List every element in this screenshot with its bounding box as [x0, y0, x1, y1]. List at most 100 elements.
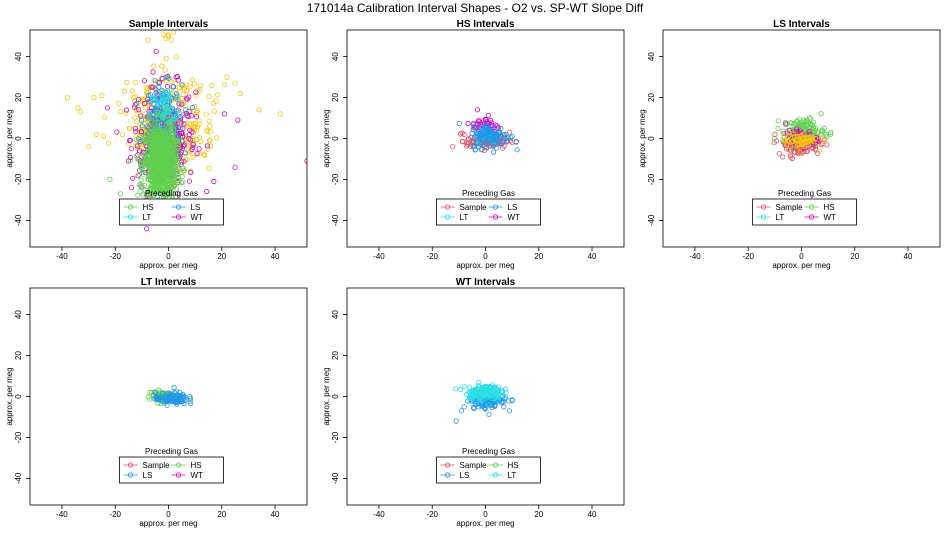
legend-entry: HS [824, 203, 835, 212]
data-point [170, 143, 177, 149]
data-point [161, 153, 167, 159]
y-tick-label: -40 [331, 472, 340, 484]
data-point [189, 77, 195, 83]
data-point [807, 115, 813, 121]
data-point [480, 397, 486, 403]
data-point [499, 141, 505, 147]
data-point [458, 408, 465, 414]
legend-entry: Sample [776, 203, 804, 212]
data-point [483, 117, 489, 123]
data-point [186, 178, 192, 184]
data-point [211, 178, 217, 185]
data-point [173, 95, 179, 101]
legend-entry: HS [143, 203, 154, 212]
data-point [815, 129, 821, 135]
data-point [485, 392, 491, 398]
y-axis-label: approx. per meg [5, 367, 14, 425]
data-point [137, 188, 143, 194]
legend-swatch-point [444, 214, 451, 220]
data-point [166, 166, 172, 172]
data-point [136, 171, 142, 177]
data-point [256, 107, 262, 113]
data-point [86, 144, 92, 150]
data-point [478, 147, 484, 153]
x-tick-label: -20 [426, 252, 438, 261]
legend-entry: WT [191, 213, 204, 222]
y-tick-label: 20 [331, 93, 340, 102]
y-tick-label: -20 [647, 173, 656, 185]
data-point [129, 88, 135, 94]
data-point [171, 126, 177, 133]
y-axis-label: approx. per meg [322, 109, 331, 167]
legend-swatch-point [175, 472, 182, 478]
x-tick-label: 20 [534, 252, 543, 261]
data-point [453, 418, 459, 424]
data-point [139, 164, 146, 170]
data-point [786, 132, 793, 138]
data-point [488, 120, 495, 126]
data-point [470, 404, 476, 410]
data-point [209, 83, 215, 89]
data-point [146, 110, 152, 116]
data-point [155, 91, 161, 98]
data-point [116, 101, 122, 107]
legend-title: Preceding Gas [145, 189, 198, 198]
data-point [160, 93, 166, 99]
data-point [180, 179, 186, 185]
data-point [153, 48, 159, 54]
data-point [179, 82, 185, 88]
data-point [162, 103, 168, 109]
data-point [157, 394, 163, 400]
data-point [154, 157, 160, 163]
data-point [476, 404, 482, 410]
data-point [151, 139, 157, 145]
data-point [818, 135, 825, 141]
data-point [191, 124, 197, 130]
data-point [489, 123, 495, 129]
data-point [205, 146, 211, 152]
data-point [780, 154, 786, 160]
data-point [152, 120, 158, 126]
data-point [823, 134, 830, 140]
data-point [483, 383, 490, 389]
data-point [466, 394, 473, 400]
legend-swatch-point [808, 204, 815, 210]
data-point [776, 151, 782, 157]
data-point [162, 127, 168, 133]
data-point [785, 133, 792, 139]
data-point [486, 402, 492, 408]
data-point [471, 405, 477, 412]
data-point [145, 92, 151, 99]
data-point [154, 103, 160, 109]
data-point [806, 129, 812, 135]
data-point [478, 389, 484, 395]
data-point [182, 398, 188, 404]
data-point [130, 175, 136, 181]
data-point [490, 149, 497, 155]
data-point [772, 131, 778, 137]
data-point [785, 138, 791, 144]
legend-swatch-point [127, 204, 134, 210]
x-tick-label: -40 [373, 252, 385, 261]
data-point [91, 95, 97, 101]
data-point [159, 63, 165, 69]
legend-swatch-point [175, 204, 182, 210]
y-tick-label: 0 [331, 136, 340, 141]
data-point [483, 125, 489, 131]
legend-entry: LS [508, 203, 518, 212]
data-point [171, 384, 177, 391]
data-point [163, 74, 169, 80]
data-point [155, 396, 161, 402]
data-point [235, 117, 241, 123]
data-point [181, 400, 187, 407]
data-point [141, 182, 148, 189]
data-point [780, 128, 786, 134]
points [452, 379, 515, 424]
data-point [202, 152, 208, 158]
data-point [171, 182, 177, 188]
legend-entry: WT [191, 471, 204, 480]
data-point [821, 139, 827, 145]
data-point [120, 132, 126, 138]
y-tick-label: 0 [647, 136, 656, 141]
data-point [141, 101, 148, 107]
